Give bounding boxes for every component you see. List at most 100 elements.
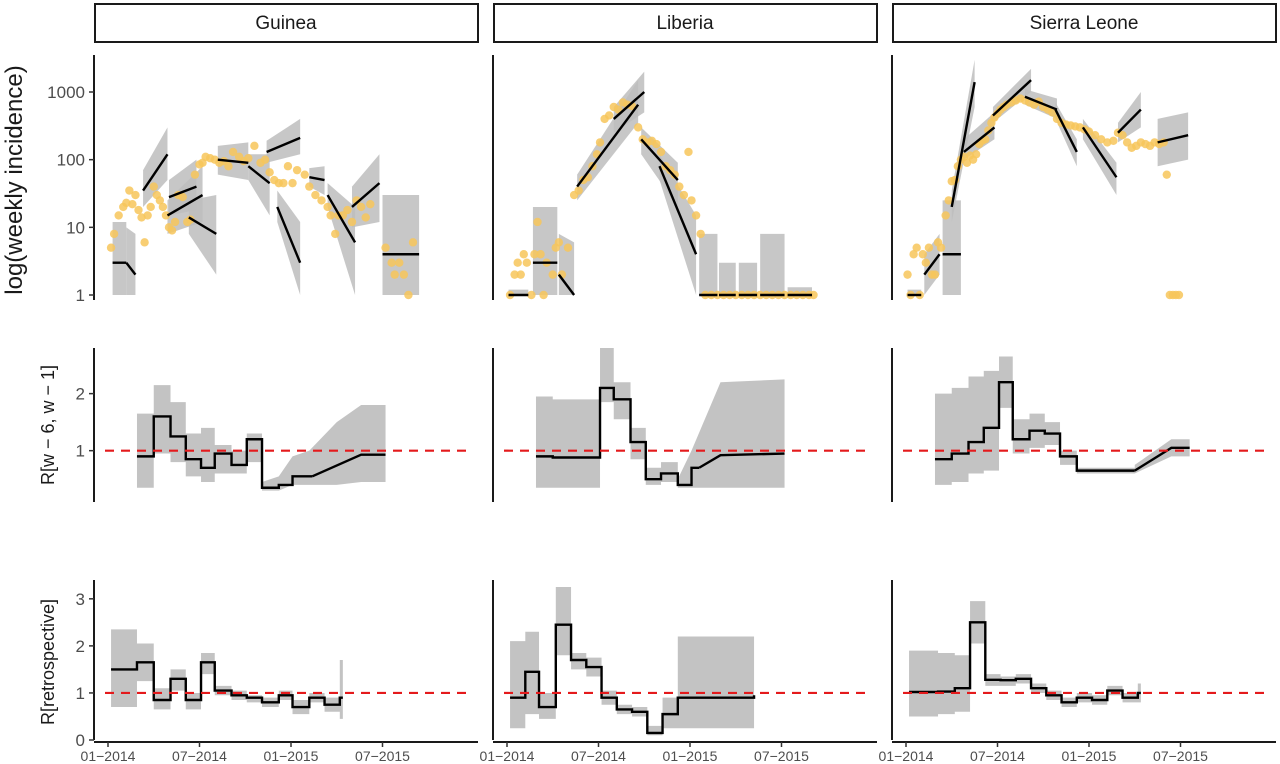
fit-segment bbox=[1117, 108, 1142, 134]
fit-segment bbox=[351, 182, 381, 208]
data-point bbox=[516, 270, 525, 279]
data-point bbox=[527, 290, 536, 300]
data-point bbox=[522, 258, 532, 267]
data-point bbox=[513, 258, 522, 267]
confidence-band bbox=[382, 195, 420, 295]
confidence-band bbox=[963, 112, 995, 160]
data-point bbox=[903, 270, 912, 279]
data-point bbox=[936, 243, 946, 252]
incidence-panel-sierra-leone bbox=[903, 59, 1189, 300]
data-point bbox=[265, 168, 274, 177]
data-point bbox=[1162, 170, 1171, 179]
confidence-band bbox=[718, 262, 736, 295]
confidence-band bbox=[535, 348, 785, 488]
fit-segment bbox=[1157, 134, 1189, 144]
x-tick-label: 01−2015 bbox=[1062, 748, 1117, 764]
fit-segment bbox=[557, 273, 576, 296]
data-point bbox=[167, 226, 177, 235]
fit-segment bbox=[266, 136, 301, 154]
incidence-panel-guinea bbox=[106, 118, 420, 300]
data-point bbox=[347, 217, 357, 227]
fit-segment bbox=[923, 253, 941, 276]
data-point bbox=[250, 141, 259, 151]
x-tick-label: 07−2014 bbox=[970, 748, 1025, 764]
panels: 1 10 100 1000 1 2 0 1 2 3 01−2014 07−2014 01−2015 07−… bbox=[47, 55, 1276, 764]
data-point bbox=[323, 202, 332, 212]
fit-segment bbox=[125, 261, 137, 276]
facet-title-guinea: Guinea bbox=[255, 13, 317, 34]
data-point bbox=[574, 186, 583, 195]
fit-segment bbox=[1054, 109, 1078, 153]
data-point bbox=[691, 211, 701, 220]
confidence-band bbox=[112, 221, 127, 295]
fit-segment bbox=[576, 103, 640, 188]
facet-strip-guinea: Guinea bbox=[94, 3, 479, 43]
fit-segment bbox=[612, 91, 646, 120]
data-point bbox=[244, 154, 253, 163]
data-point bbox=[311, 190, 320, 200]
data-point bbox=[944, 196, 953, 205]
data-point bbox=[536, 250, 545, 259]
confidence-band bbox=[266, 118, 301, 163]
r-trend-line bbox=[1134, 446, 1190, 472]
fit-segment bbox=[992, 79, 1032, 117]
data-point bbox=[604, 111, 614, 120]
data-point bbox=[1174, 290, 1184, 300]
confidence-band bbox=[1055, 102, 1077, 167]
data-point bbox=[292, 165, 302, 175]
data-point bbox=[140, 238, 149, 247]
data-point bbox=[408, 238, 418, 247]
x-tick-label: 07−2014 bbox=[571, 748, 626, 764]
data-point bbox=[343, 205, 352, 215]
data-point bbox=[283, 162, 293, 171]
x-tick-label: 01−2014 bbox=[480, 748, 535, 764]
data-point bbox=[158, 202, 168, 212]
r-panel-r_window-guinea bbox=[105, 385, 468, 491]
fit-segment bbox=[276, 206, 302, 264]
data-point bbox=[260, 155, 270, 164]
r-panel-r_retrospective-liberia bbox=[504, 587, 867, 736]
confidence-band bbox=[277, 190, 301, 295]
fit-segment bbox=[168, 185, 197, 199]
x-tick-label: 01−2014 bbox=[81, 748, 136, 764]
r-step-line bbox=[136, 415, 313, 489]
r-trend-line bbox=[311, 453, 386, 478]
confidence-band bbox=[934, 356, 1190, 485]
data-point bbox=[809, 290, 818, 300]
data-point bbox=[1109, 136, 1118, 146]
data-point bbox=[149, 182, 158, 191]
x-tick-label: 07−2015 bbox=[355, 748, 410, 764]
fit-segment bbox=[247, 165, 271, 185]
y-axis-title-incidence: log(weekly incidence) bbox=[1, 65, 28, 294]
confidence-band bbox=[510, 587, 755, 736]
data-point bbox=[106, 243, 116, 252]
data-point bbox=[390, 270, 399, 279]
y-tick-label-r_window: 1 bbox=[76, 442, 85, 461]
r-trend-line bbox=[698, 452, 785, 469]
confidence-band bbox=[136, 385, 386, 491]
data-point bbox=[146, 202, 155, 212]
fit-segment bbox=[640, 138, 679, 181]
confidence-band bbox=[760, 233, 785, 295]
data-point bbox=[317, 196, 326, 205]
y-tick-label-r_window: 2 bbox=[76, 385, 85, 404]
data-point bbox=[161, 211, 171, 220]
r-step-line bbox=[111, 661, 343, 709]
incidence-panel-liberia bbox=[505, 71, 818, 300]
r-step-line bbox=[934, 381, 1135, 472]
data-point bbox=[519, 250, 528, 259]
data-point bbox=[633, 123, 643, 132]
y-tick-label-r_retrospective: 2 bbox=[76, 637, 85, 656]
data-point bbox=[554, 238, 564, 247]
y-tick-label-incidence: 1000 bbox=[47, 83, 85, 102]
data-point bbox=[1118, 130, 1127, 140]
data-point bbox=[134, 205, 143, 215]
data-point bbox=[924, 243, 934, 252]
data-point bbox=[366, 199, 375, 209]
data-point bbox=[361, 213, 370, 222]
data-point bbox=[178, 192, 187, 202]
fit-segment bbox=[217, 158, 249, 164]
data-point bbox=[114, 211, 123, 220]
data-point bbox=[687, 196, 696, 205]
